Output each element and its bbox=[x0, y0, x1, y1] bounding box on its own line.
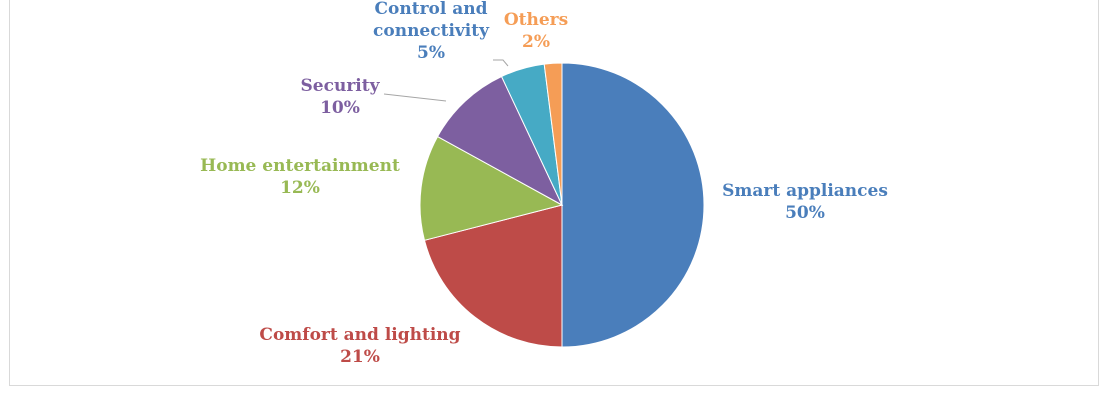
leader-line-control-and-connectivity bbox=[493, 59, 509, 67]
pie-label-value: 21% bbox=[340, 347, 380, 367]
pie-label-smart-appliances: Smart appliances 50% bbox=[722, 181, 888, 223]
pie-label-value: 12% bbox=[280, 178, 320, 198]
pie-label-name: Others bbox=[504, 10, 568, 30]
pie-label-security: Security 10% bbox=[301, 76, 381, 118]
pie-label-name: Security bbox=[301, 76, 381, 96]
pie-slice-comfort-and-lighting bbox=[423, 204, 563, 348]
pie-label-name: Comfort and lighting bbox=[259, 325, 460, 345]
pie-slice-smart-appliances bbox=[561, 62, 705, 348]
pie-slices bbox=[419, 62, 705, 348]
pie-label-value: 5% bbox=[417, 43, 445, 63]
pie-labels: Smart appliances 50%Comfort and lighting 2… bbox=[200, 0, 888, 367]
pie-slice-home-entertainment bbox=[419, 135, 564, 241]
pie-label-name: Home entertainment bbox=[200, 156, 400, 176]
pie-label-home-entertainment: Home entertainment 12% bbox=[200, 156, 400, 198]
pie-slice-security bbox=[436, 75, 564, 207]
pie-label-value: 50% bbox=[785, 203, 825, 223]
pie-label-name: Control and bbox=[374, 0, 487, 19]
pie-label-comfort-and-lighting: Comfort and lighting 21% bbox=[259, 325, 460, 367]
pie-label-value: 2% bbox=[522, 32, 550, 52]
pie-label-value: 10% bbox=[320, 98, 360, 118]
pie-label-control-and-connectivity: Control and connectivity 5% bbox=[373, 0, 490, 63]
pie-label-name: Smart appliances bbox=[722, 181, 888, 201]
leader-line-security bbox=[383, 93, 447, 102]
pie-slice-others bbox=[543, 62, 563, 206]
leader-lines bbox=[383, 59, 509, 102]
pie-label-others: Others 2% bbox=[504, 10, 568, 52]
pie-label-name: connectivity bbox=[373, 21, 490, 41]
